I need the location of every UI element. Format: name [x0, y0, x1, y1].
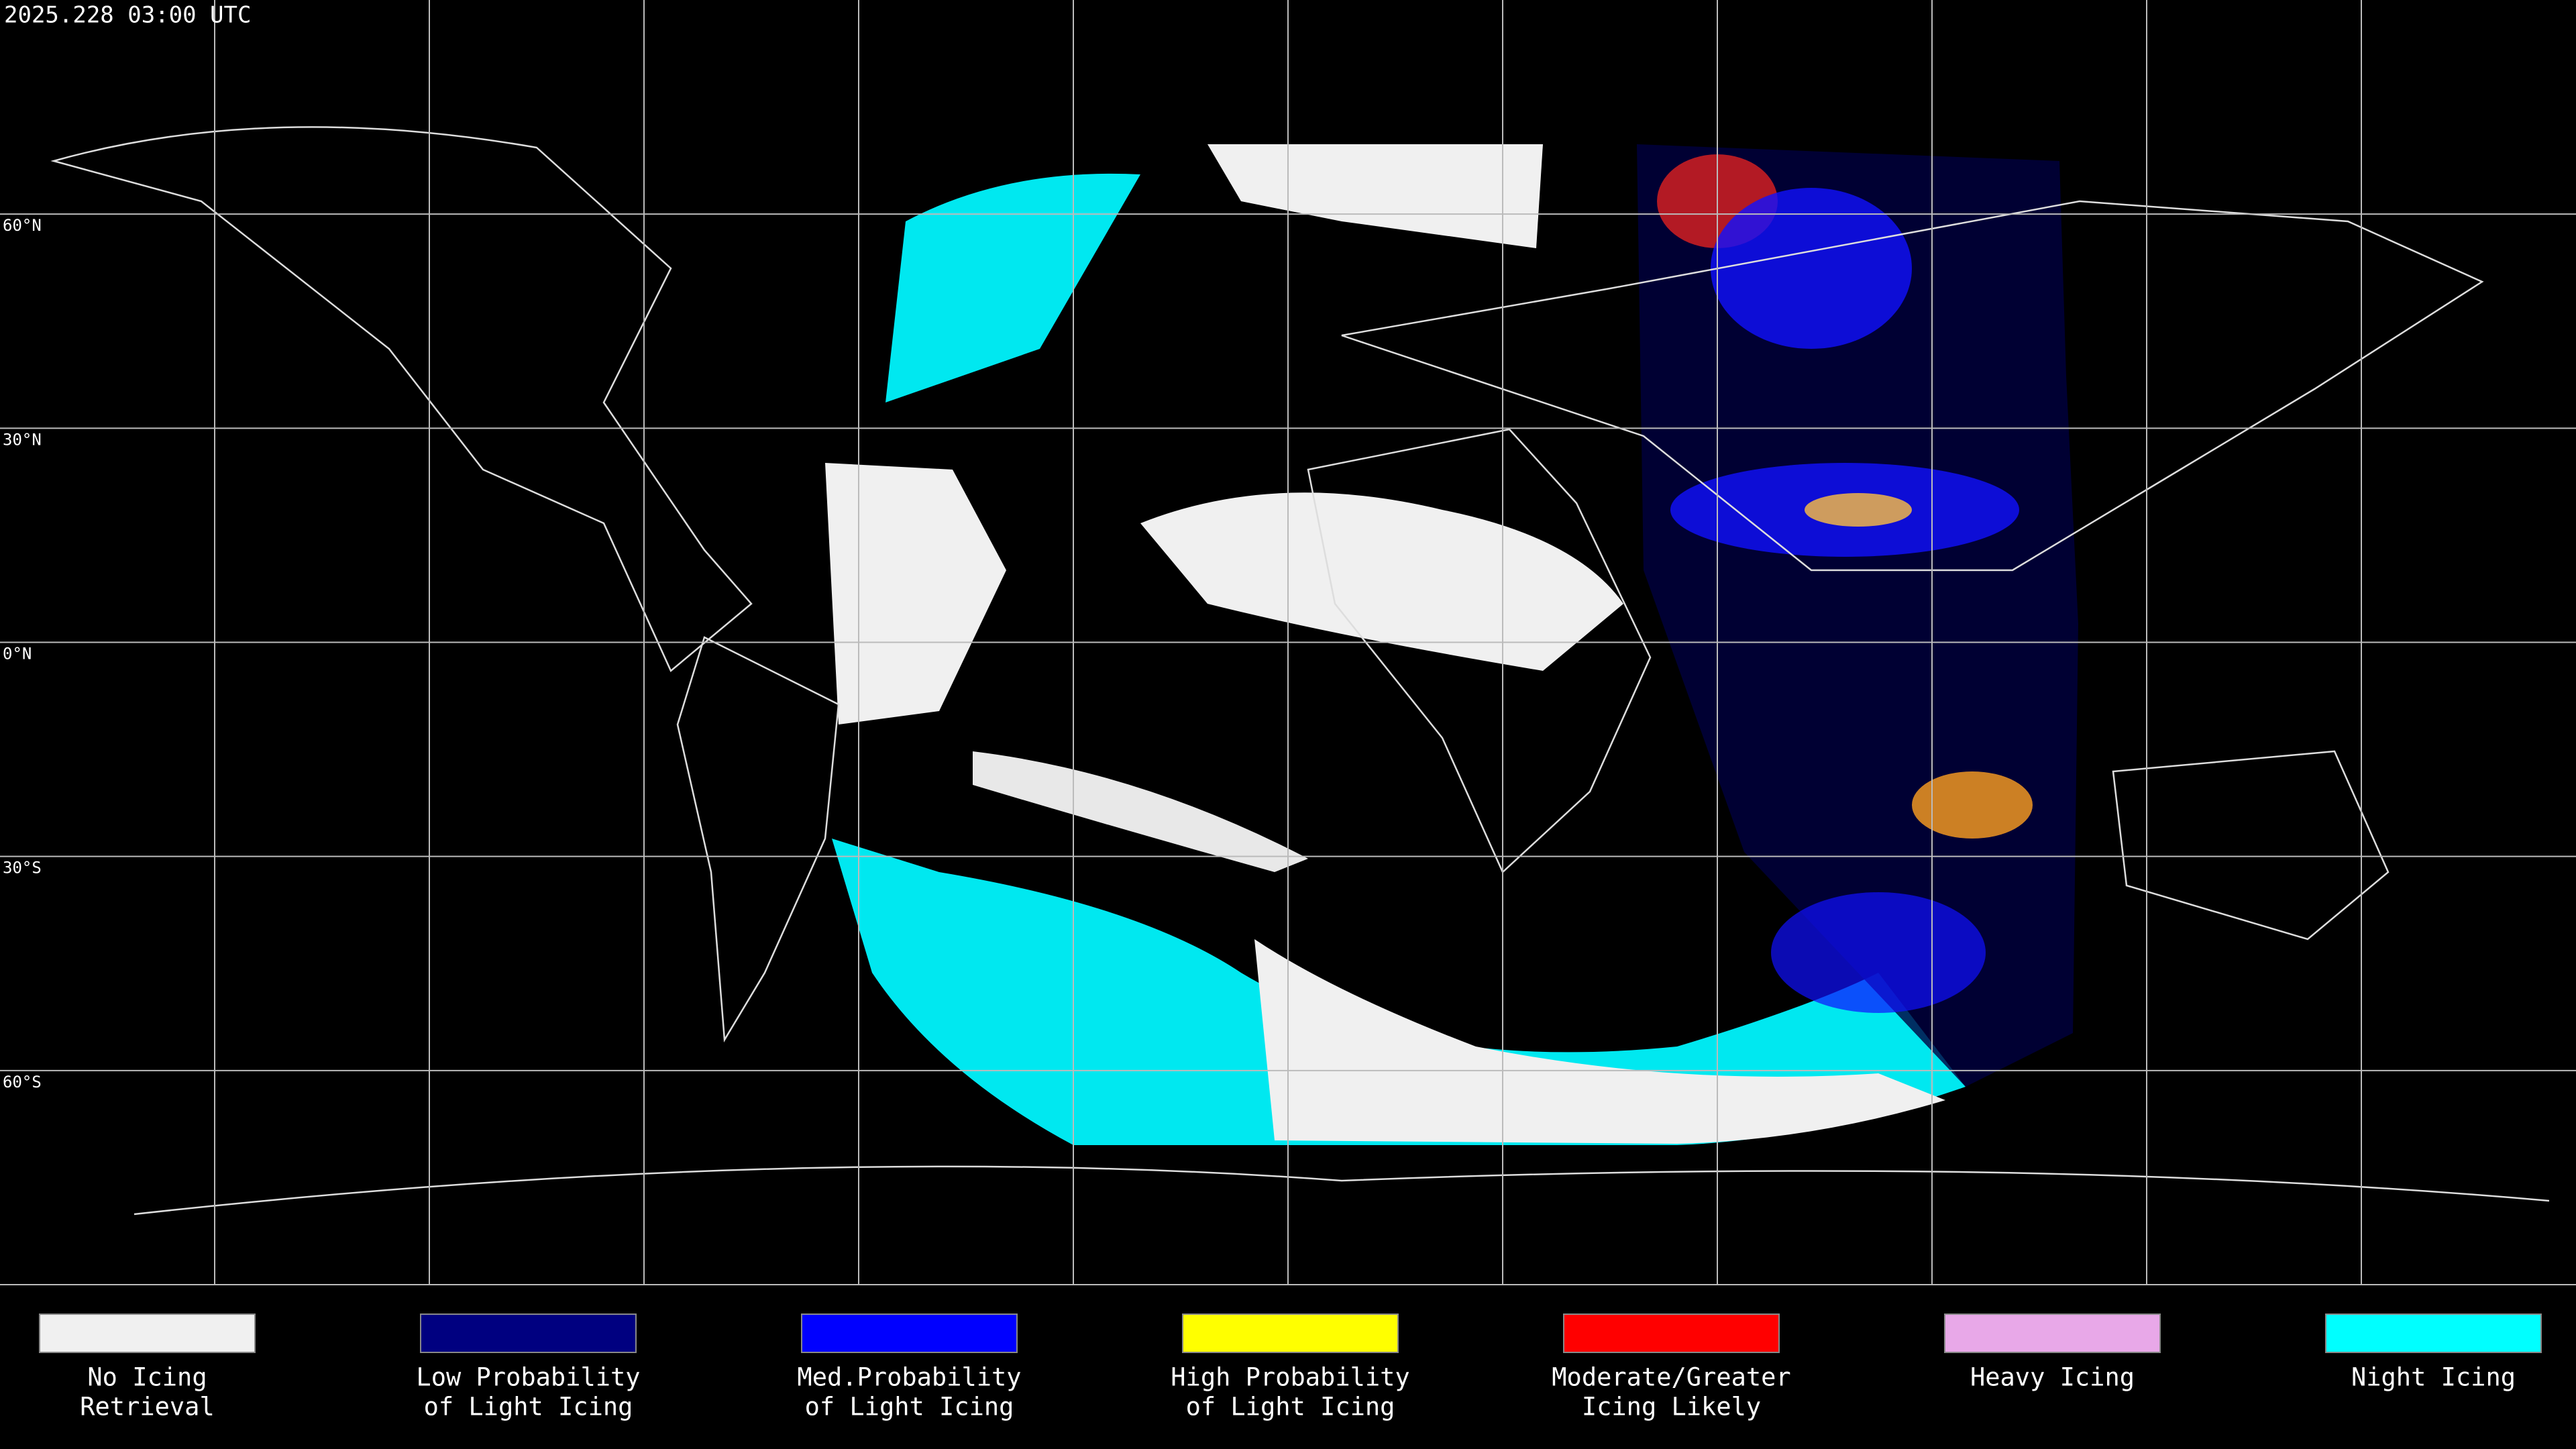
- latitude-label: 60°S: [3, 1073, 42, 1091]
- legend-swatch: [1182, 1313, 1399, 1353]
- latitude-label: 30°N: [3, 430, 42, 449]
- cloud: [973, 751, 1308, 872]
- icing-patch: [1771, 892, 1986, 1013]
- legend-label: Retrieval: [80, 1393, 214, 1421]
- legend-swatch: [420, 1313, 637, 1353]
- coastline: [133, 1165, 2550, 1216]
- coverage: [822, 144, 2078, 1145]
- icing-patch: [1711, 188, 1912, 349]
- coastline: [50, 126, 753, 673]
- night-cloud: [832, 839, 1966, 1145]
- legend-label: of Light Icing: [805, 1393, 1014, 1421]
- legend-swatch: [39, 1313, 256, 1353]
- cloud: [1208, 144, 1543, 248]
- legend-label: Heavy Icing: [1970, 1363, 2135, 1392]
- coastline: [1307, 428, 1652, 874]
- legend-label: Moderate/Greater: [1552, 1363, 1790, 1392]
- icing-patch: [1912, 771, 2033, 839]
- legend-swatch: [801, 1313, 1018, 1353]
- cloud: [1254, 939, 1945, 1144]
- legend-label: Low Probability: [416, 1363, 640, 1392]
- latitude-label: 60°N: [3, 216, 42, 235]
- legend-label: No Icing: [87, 1363, 207, 1392]
- latitude-label: 0°N: [3, 645, 32, 663]
- coastlines: [50, 126, 2550, 1216]
- legend-label: of Light Icing: [1186, 1393, 1395, 1421]
- icing-region: [1637, 144, 2078, 1087]
- graticule: 60°N 30°N 0°N 30°S 60°S: [0, 0, 2576, 1285]
- legend-label: Icing Likely: [1582, 1393, 1761, 1421]
- coastline: [676, 636, 840, 1042]
- night-cloud: [885, 173, 1140, 402]
- legend-label: of Light Icing: [424, 1393, 633, 1421]
- icing-patch: [1805, 493, 1912, 527]
- cloud: [825, 463, 1006, 724]
- legend-label: Med.Probability: [797, 1363, 1021, 1392]
- legend-swatch: [1944, 1313, 2161, 1353]
- coastline: [1341, 200, 2484, 572]
- legend-swatch: [1563, 1313, 1780, 1353]
- legend-label: High Probability: [1171, 1363, 1409, 1392]
- coastline: [2112, 750, 2390, 941]
- timestamp: 2025.228 03:00 UTC: [4, 2, 251, 29]
- latitude-label: 30°S: [3, 859, 42, 877]
- legend-swatch: [2325, 1313, 2542, 1353]
- legend-label: Night Icing: [2351, 1363, 2516, 1392]
